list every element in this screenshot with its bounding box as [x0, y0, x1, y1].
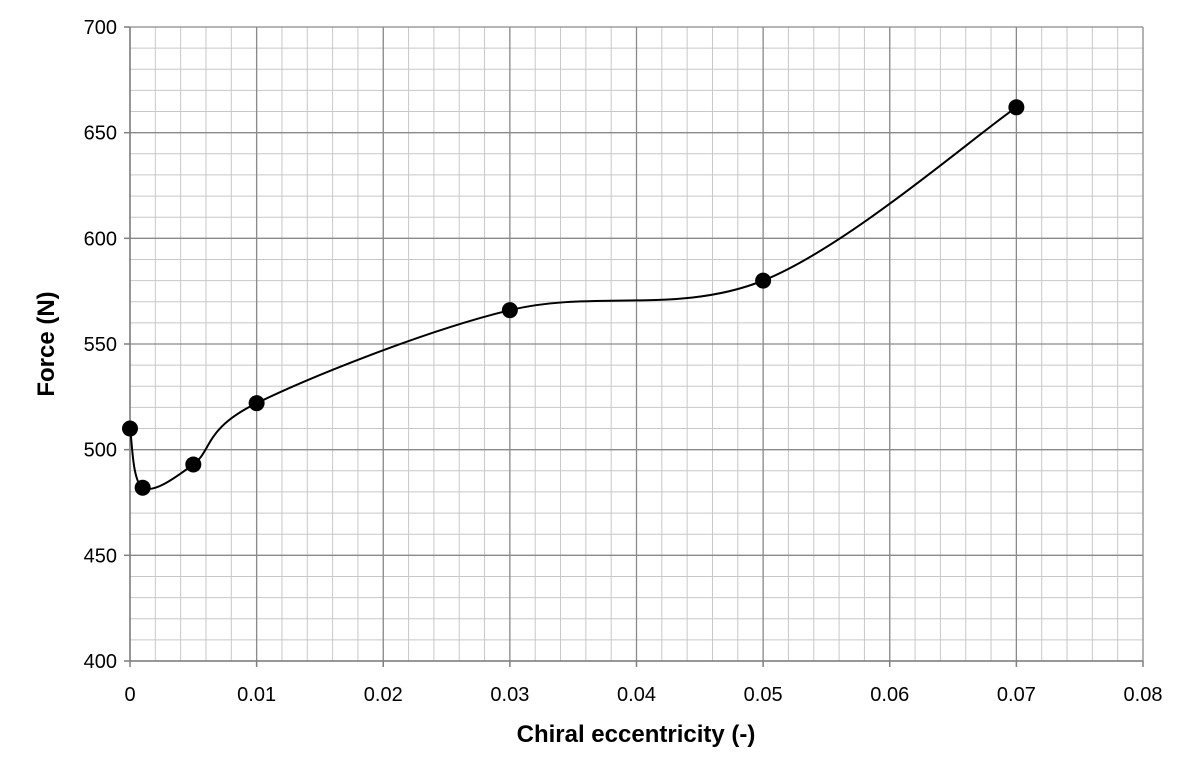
data-point — [185, 456, 202, 473]
data-point — [134, 479, 151, 496]
x-tick-label: 0.01 — [237, 684, 276, 706]
x-tick-label: 0.03 — [490, 684, 529, 706]
data-point — [1008, 99, 1025, 116]
y-tick-labels: 400 450 500 550 600 650 700 — [84, 17, 117, 673]
x-tick-label: 0.07 — [997, 684, 1036, 706]
y-axis-title: Force (N) — [33, 291, 60, 396]
data-series — [122, 99, 1025, 496]
x-tick-label: 0.02 — [364, 684, 403, 706]
x-tick-labels: 0 0.01 0.02 0.03 0.04 0.05 0.06 0.07 0.08 — [124, 684, 1162, 706]
x-axis-title: Chiral eccentricity (-) — [517, 721, 756, 748]
plot-area-border — [124, 26, 1144, 667]
data-point — [248, 395, 265, 412]
y-tick-label: 550 — [84, 334, 117, 356]
y-tick-label: 450 — [84, 545, 117, 567]
y-tick-label: 650 — [84, 123, 117, 145]
series-line — [129, 106, 1017, 491]
data-point — [501, 302, 518, 319]
y-tick-label: 700 — [84, 17, 117, 39]
x-tick-label: 0 — [124, 684, 135, 706]
x-tick-label: 0.06 — [870, 684, 909, 706]
x-tick-label: 0.04 — [617, 684, 656, 706]
y-tick-label: 600 — [84, 228, 117, 250]
y-tick-label: 400 — [84, 651, 117, 673]
data-point — [755, 272, 772, 289]
x-tick-label: 0.05 — [744, 684, 783, 706]
data-point — [122, 420, 138, 437]
y-tick-label: 500 — [84, 440, 117, 462]
x-tick-label: 0.08 — [1124, 684, 1163, 706]
